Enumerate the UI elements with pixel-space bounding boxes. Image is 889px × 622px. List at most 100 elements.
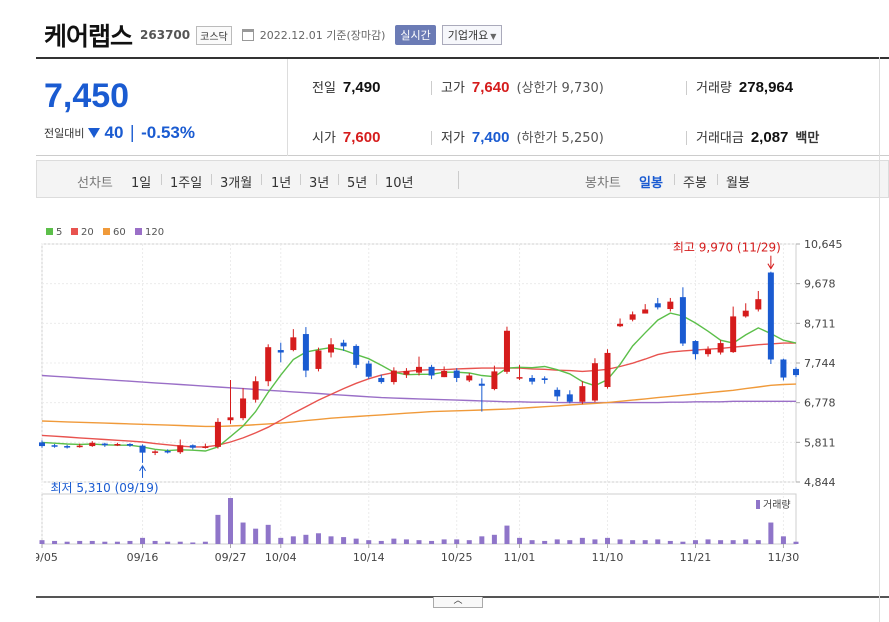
market-badge: 코스닥 [196,25,232,45]
volume-cell: 거래량 278,964 [696,77,793,96]
collapse-button[interactable]: ︿ [433,597,483,608]
legend-swatch-120 [135,228,142,235]
base-date: 2022.12.01 기준(장마감) [259,29,386,42]
volume-bar [278,537,284,544]
volume-bar [567,540,573,544]
volume-bar [667,540,673,544]
price-chart-area: 5 20 60 120 10,645 9,678 8,711 7,744 6,778 5,811 4… [26,224,889,596]
legend-label-120: 120 [145,227,164,238]
high-cell: 고가 7,640 (상한가 9,730) [441,77,604,96]
candle-body [390,370,397,383]
prev-close-value: 7,490 [342,79,381,96]
high-label: 고가 [441,81,465,96]
high-annotation: 최고 9,970 (11/29) [673,241,781,255]
volume-bar [793,541,799,544]
period-1d[interactable]: 1일 [131,176,152,191]
volume-bar [529,540,535,544]
candle-body [139,445,146,453]
volume-bar [780,536,786,544]
candle-body [541,378,548,381]
legend-label-60: 60 [113,227,126,238]
open-label: 시가 [312,131,336,146]
candle-body [365,363,372,377]
candle-body [629,314,636,320]
ma60-line [41,383,797,428]
open-cell: 시가 7,600 [312,127,380,146]
candle-weekly[interactable]: 주봉 [683,176,707,191]
realtime-button[interactable]: 실시간 [395,25,436,45]
volume-bar [215,514,221,544]
prev-close-cell: 전일 7,490 [312,77,380,96]
volume-bar [114,541,120,544]
volume-bar [177,541,183,544]
volume-bar [102,541,108,544]
period-5y[interactable]: 5년 [347,176,368,191]
volume-bar [605,537,610,544]
amount-unit: 백만 [795,131,820,146]
candle-body [466,375,473,381]
x-tick-label: 11/10 [592,551,624,564]
divider [338,174,339,185]
prev-close-label: 전일 [312,81,336,96]
calendar-icon [241,29,254,41]
candle-body [654,303,661,308]
candle-body [554,389,561,397]
price-summary: 7,450 전일대비 40 | -0.53% [36,59,288,156]
candle-body [51,445,58,447]
candle-body [591,363,598,401]
candle-body [403,370,410,375]
volume-bar [190,542,196,544]
volume-bar [454,539,460,544]
x-tick-label: 11/01 [504,551,536,564]
x-tick-label: 10/14 [353,551,385,564]
candle-body [780,359,787,378]
volume-bar [152,540,158,544]
volume-legend-label: 거래량 [763,499,791,511]
candle-body [503,330,510,372]
volume-bar [378,540,384,544]
candle-body [214,421,221,447]
chevron-up-icon: ︿ [453,596,463,606]
volume-bar [680,541,686,544]
low-label: 저가 [441,131,465,146]
company-overview-button[interactable]: 기업개요 ▼ [441,25,503,45]
period-10y[interactable]: 10년 [385,176,414,191]
candle-body [340,342,347,347]
low-cell: 저가 7,400 (하한가 5,250) [441,127,604,146]
change-row: 전일대비 40 | -0.53% [44,123,195,143]
period-selector: 선차트 1일 1주일 3개월 1년 3년 5년 10년 봉차트 일봉 주봉 월봉 [36,160,889,198]
y-tick-label: 5,811 [804,436,836,449]
amount-label: 거래대금 [696,131,744,146]
volume-bar [730,540,736,544]
period-3y[interactable]: 3년 [309,176,330,191]
legend-label-20: 20 [81,227,94,238]
candle-body [491,371,498,390]
low-arrow-head [139,464,146,472]
lower-limit: (하한가 5,250) [516,131,604,146]
volume-bar [89,540,95,544]
candle-monthly[interactable]: 월봉 [726,176,750,191]
period-1y[interactable]: 1년 [271,176,292,191]
candle-body [177,445,184,453]
divider [686,81,687,95]
period-1w[interactable]: 1주일 [170,176,203,191]
candle-body [240,398,247,419]
stock-header: 케어랩스 263700 코스닥 2022.12.01 기준(장마감) 실시간 기… [44,18,503,52]
candle-daily[interactable]: 일봉 [639,176,663,191]
quote-grid: 전일 7,490 고가 7,640 (상한가 9,730) 거래량 278,96… [288,59,888,156]
candle-body [89,442,96,447]
candle-body [64,446,71,448]
y-tick-label: 9,678 [804,278,836,291]
volume-bar [491,534,497,544]
period-3m[interactable]: 3개월 [220,176,253,191]
divider [674,174,675,185]
x-tick-label: 11/30 [768,551,800,564]
change-separator: | [129,123,136,143]
candle-body [378,377,385,383]
candle-body [755,299,762,310]
high-value: 7,640 [471,79,510,96]
candle-body [516,377,523,379]
candle-body [202,446,209,448]
right-border [879,57,889,622]
divider [717,174,718,185]
